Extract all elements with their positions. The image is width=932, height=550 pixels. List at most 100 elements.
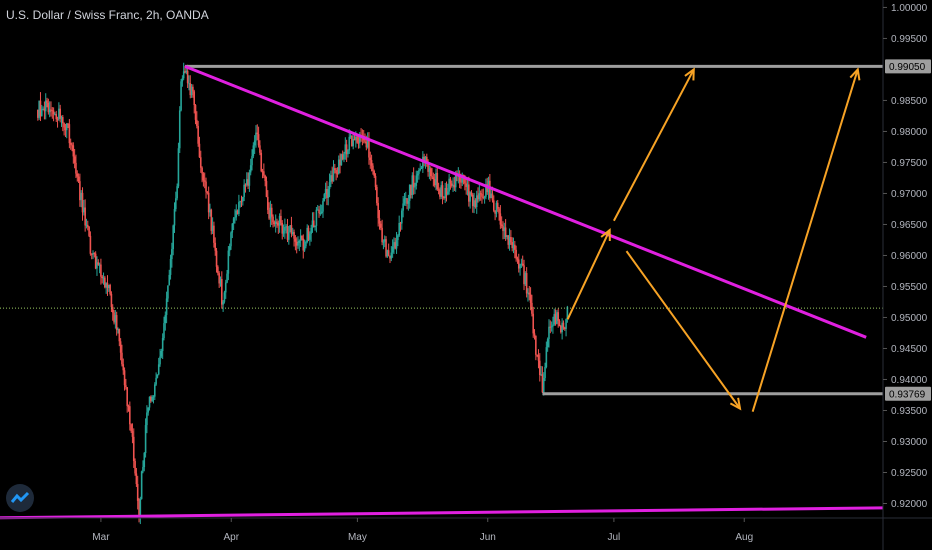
candle-body xyxy=(84,207,86,226)
candle-body xyxy=(385,239,387,257)
candle-body xyxy=(335,170,337,174)
candle-body xyxy=(114,315,117,323)
candle-body xyxy=(550,326,553,328)
candle-body xyxy=(139,498,142,517)
candle-body xyxy=(129,406,131,425)
projection-arrow xyxy=(566,229,611,320)
candle-body xyxy=(244,184,247,186)
candle-body xyxy=(353,139,356,141)
candle-body xyxy=(389,255,391,259)
candle-body xyxy=(327,189,330,198)
candle-body xyxy=(119,341,122,353)
candle-body xyxy=(420,168,423,170)
candle-body xyxy=(423,156,425,161)
candle-body xyxy=(265,181,268,197)
candle-body xyxy=(192,86,194,92)
candle-body xyxy=(524,273,527,285)
candle-body xyxy=(132,436,135,462)
y-tick-label: 0.95000 xyxy=(891,313,928,324)
candle-body xyxy=(545,347,548,367)
candle-body xyxy=(433,179,436,186)
candle-body xyxy=(510,237,512,243)
y-tick-label: 0.95500 xyxy=(891,282,928,293)
y-tick-label: 0.93000 xyxy=(891,437,928,448)
candle-body xyxy=(104,277,106,288)
candle-body xyxy=(347,150,349,155)
candle-body xyxy=(150,396,152,401)
candle-body xyxy=(93,253,96,255)
candle-body xyxy=(75,162,77,174)
candle-body xyxy=(230,232,232,247)
candle-body xyxy=(336,173,339,175)
candle-body xyxy=(556,312,558,324)
candle-body xyxy=(196,119,198,126)
candle-body xyxy=(121,352,123,365)
candle-body xyxy=(176,186,178,199)
candle-body xyxy=(180,81,182,111)
candle-body xyxy=(143,453,146,468)
candle-body xyxy=(352,139,354,147)
candle-body xyxy=(460,181,462,183)
candle-body xyxy=(205,181,207,192)
candle-body xyxy=(215,250,218,267)
candle-body xyxy=(280,216,282,223)
candle-body xyxy=(164,314,167,324)
candle-body xyxy=(160,350,163,357)
candle-body xyxy=(542,377,545,393)
candle-body xyxy=(358,135,361,143)
candle-body xyxy=(441,185,444,198)
candle-body xyxy=(50,109,52,111)
candle-body xyxy=(344,144,347,154)
candle-body xyxy=(428,168,431,172)
candle-body xyxy=(71,144,73,146)
candle-body xyxy=(175,198,177,209)
candle-body xyxy=(471,194,474,207)
candle-body xyxy=(502,225,504,232)
candle-body xyxy=(147,407,150,413)
candle-body xyxy=(324,189,327,195)
candle-body xyxy=(239,201,241,203)
candle-body xyxy=(48,109,51,113)
trendline xyxy=(0,506,884,520)
x-tick-label: May xyxy=(348,532,367,543)
candle-body xyxy=(269,207,272,219)
candle-body xyxy=(40,109,43,117)
candle-body xyxy=(508,237,511,245)
level-price-label: 0.99050 xyxy=(889,62,926,73)
candle-body xyxy=(527,292,529,294)
candle-body xyxy=(473,200,475,207)
candle-body xyxy=(343,153,345,160)
candle-body xyxy=(185,70,188,73)
candle-body xyxy=(528,292,531,295)
candle-body xyxy=(294,238,297,242)
candle-body xyxy=(318,209,320,214)
candle-body xyxy=(414,185,416,188)
candle-body xyxy=(266,196,269,210)
candle-body xyxy=(395,240,398,249)
candle-body xyxy=(549,326,552,328)
candle-body xyxy=(107,284,110,288)
candle-body xyxy=(515,249,517,259)
candle-body xyxy=(541,374,544,393)
candle-body xyxy=(372,165,374,171)
candle-body xyxy=(507,235,510,245)
candle-body xyxy=(67,123,69,125)
tradingview-logo-icon[interactable] xyxy=(6,484,34,512)
candle-body xyxy=(281,222,284,234)
x-tick-label: Aug xyxy=(735,532,753,543)
candle-body xyxy=(374,175,377,187)
candle-body xyxy=(478,193,481,200)
y-tick-label: 0.98000 xyxy=(891,127,928,138)
candle-body xyxy=(453,184,456,188)
candle-body xyxy=(298,240,301,243)
candle-body xyxy=(369,157,372,161)
candle-body xyxy=(339,159,341,166)
candle-body xyxy=(125,385,127,388)
candle-body xyxy=(340,154,343,166)
candle-body xyxy=(494,210,496,214)
candle-body xyxy=(465,183,468,187)
candle-body xyxy=(234,217,236,219)
candle-body xyxy=(52,110,55,115)
candle-body xyxy=(382,241,385,243)
